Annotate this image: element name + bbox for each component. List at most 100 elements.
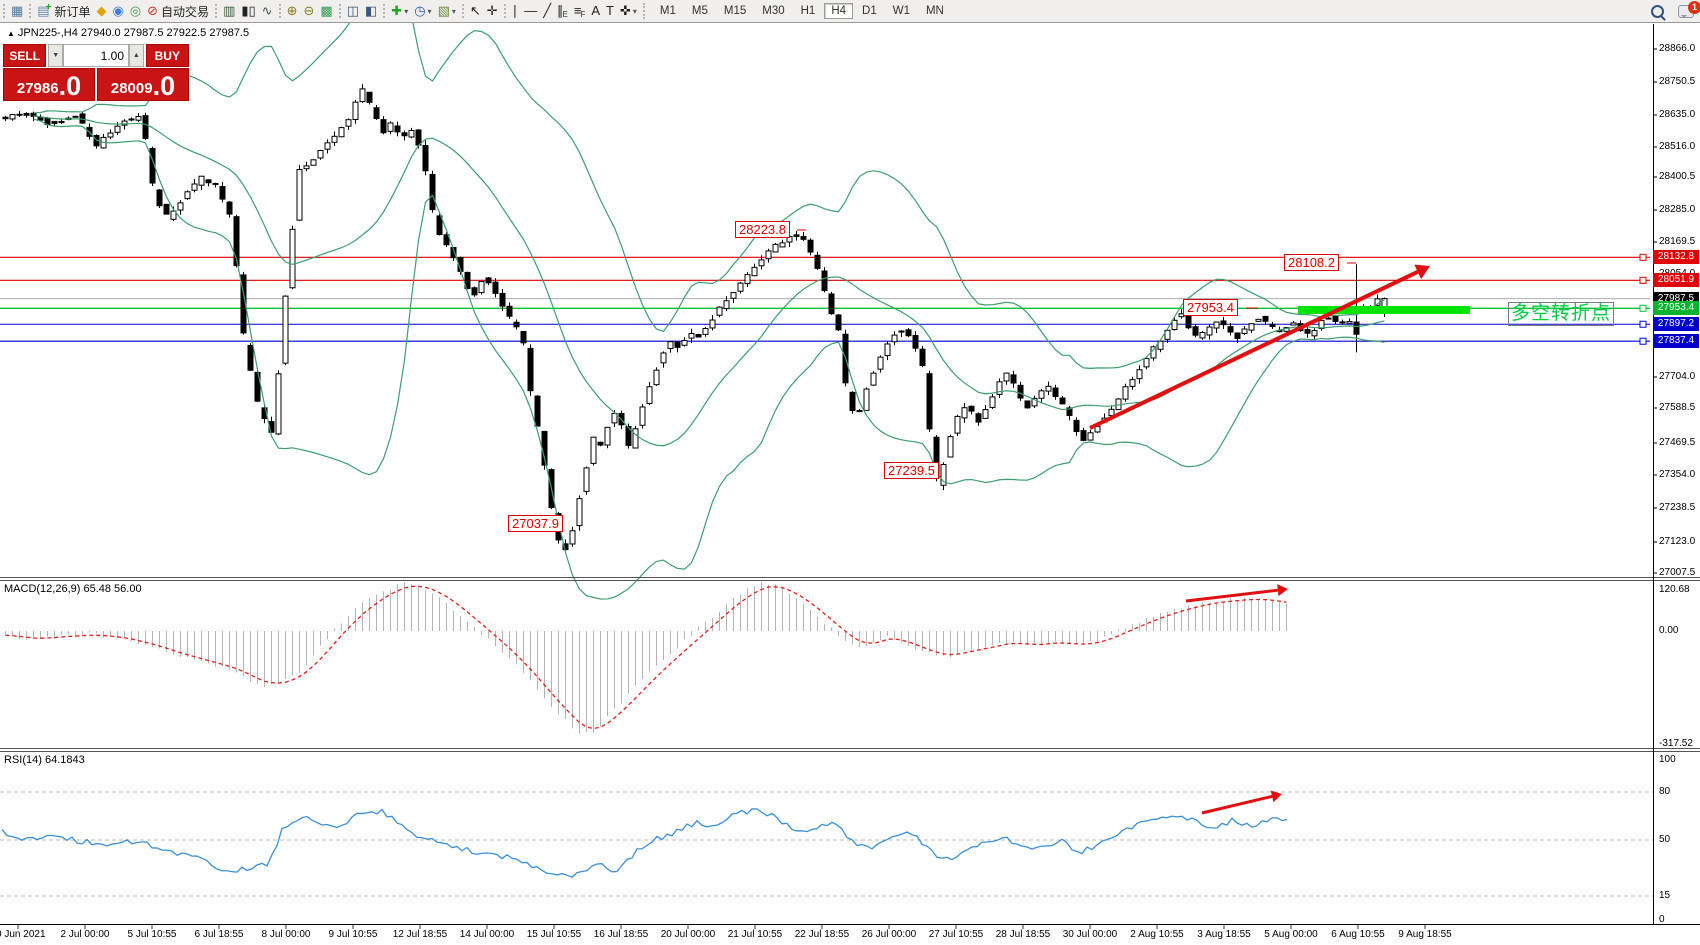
text-label-icon[interactable]: T bbox=[603, 1, 617, 21]
fibonacci-icon[interactable]: ≡ F bbox=[571, 1, 588, 21]
vertical-line-icon[interactable]: ∣ bbox=[509, 1, 522, 21]
price-annotation-label[interactable]: 27239.5 bbox=[884, 462, 939, 479]
periods-icon[interactable]: ◷ ▾ bbox=[411, 1, 434, 21]
zoom-in-icon[interactable]: ⊕ bbox=[284, 1, 301, 21]
price-annotation-label[interactable]: 27953.4 bbox=[1183, 299, 1238, 316]
vertical-line-icon: ∣ bbox=[511, 3, 519, 18]
templates-icon[interactable]: ▧ ▾ bbox=[435, 1, 459, 21]
tile-windows-icon: ▩ bbox=[320, 3, 333, 18]
market-watch-icon[interactable]: ◆ bbox=[93, 1, 109, 21]
new-chart-icon[interactable]: ▦ bbox=[8, 1, 26, 21]
price-annotation-label[interactable]: 28108.2 bbox=[1284, 254, 1339, 271]
fibonacci-icon: ≡ bbox=[573, 3, 582, 18]
horizontal-line-icon: — bbox=[524, 3, 538, 18]
buy-button[interactable]: BUY bbox=[145, 44, 189, 67]
buy-price: 28009 bbox=[110, 80, 153, 97]
macd-indicator-label: MACD(12,26,9) 65.48 56.00 bbox=[4, 583, 142, 595]
timeframe-toolbar: M1 M5 M15 M30 H1 H4 D1 W1 MN bbox=[640, 3, 952, 19]
candlestick-icon[interactable]: ▮▯ bbox=[238, 1, 258, 21]
arrows-icon: ✜ bbox=[619, 3, 631, 18]
trendline-icon[interactable]: ╱ bbox=[540, 1, 554, 21]
symbol-marker-icon: ▲ bbox=[7, 29, 15, 38]
rsi-panel bbox=[0, 791, 1653, 897]
text-icon: A bbox=[591, 3, 601, 18]
tile-windows-icon[interactable]: ▩ bbox=[317, 1, 335, 21]
timeframe-m30[interactable]: M30 bbox=[762, 5, 785, 17]
auto-trading-button: ⊘ bbox=[147, 3, 159, 18]
arrows-icon[interactable]: ✜ ▾ bbox=[617, 1, 640, 21]
chart-shift-icon: ◧ bbox=[364, 3, 378, 18]
line-chart-icon[interactable]: ∿ bbox=[259, 1, 276, 21]
chevron-down-icon: ▾ bbox=[427, 6, 432, 16]
text-label-icon: T bbox=[606, 3, 614, 18]
sell-price-button[interactable]: 27986.0 bbox=[3, 68, 95, 101]
cursor-icon[interactable]: ↖ bbox=[467, 1, 484, 21]
sell-price: 27986 bbox=[16, 80, 59, 97]
toolbar-grip bbox=[3, 4, 5, 18]
fibonacci-icon-letter: F bbox=[580, 9, 586, 19]
macd-signal-line bbox=[5, 585, 1287, 730]
auto-trading-button-label: 自动交易 bbox=[161, 4, 210, 19]
zoom-out-icon[interactable]: ⊖ bbox=[300, 1, 317, 21]
auto-trading-button[interactable]: ⊘ 自动交易 bbox=[144, 1, 212, 21]
chevron-down-icon: ▾ bbox=[451, 6, 456, 16]
chevron-down-icon: ▾ bbox=[404, 6, 409, 16]
analyst-drawings[interactable] bbox=[797, 229, 1470, 815]
sell-button[interactable]: SELL bbox=[3, 44, 47, 67]
timeframe-d1[interactable]: D1 bbox=[862, 5, 877, 17]
toolbar-grip bbox=[215, 4, 218, 18]
turning-point-annotation[interactable]: 多空转折点 bbox=[1508, 302, 1615, 326]
toolbar-buttons: ▦ ▤ + 新订单 ◆ ◉ ◎ ⊘ 自动交易 ▥ ▮▯ ∿ ⊕ ⊖ ▩ ◫ ◧ ✚ ▾ ◷ ▾ ▧ ▾ ↖ ✛ ∣ — ╱ ∥ E ≡ F A T… bbox=[0, 1, 640, 21]
indicators-icon[interactable]: ✚ ▾ bbox=[388, 1, 411, 21]
timeframe-h1[interactable]: H1 bbox=[800, 5, 816, 17]
green-highlight-bar bbox=[1298, 306, 1470, 314]
equidistant-channel-icon-letter: E bbox=[562, 9, 568, 19]
green-plus-icon: + bbox=[45, 1, 52, 13]
toolbar-grip bbox=[503, 4, 506, 18]
toolbar-grip bbox=[278, 4, 281, 18]
lot-increase-button[interactable]: ▲ bbox=[129, 44, 144, 67]
timeframe-m1[interactable]: M1 bbox=[659, 5, 676, 17]
price-annotation-label[interactable]: 28223.8 bbox=[735, 221, 790, 238]
crosshair-icon[interactable]: ✛ bbox=[484, 1, 501, 21]
timeframe-mn[interactable]: MN bbox=[925, 5, 944, 17]
data-window-icon: ◉ bbox=[112, 3, 124, 18]
chart-shift-icon[interactable]: ◧ bbox=[362, 1, 380, 21]
rsi-line bbox=[1, 808, 1288, 878]
one-click-trading-widget: SELL ▼ ▲ BUY 27986.0 28009.0 bbox=[3, 44, 189, 101]
signals-icon: ◎ bbox=[129, 3, 142, 18]
new-order-button[interactable]: ▤ + 新订单 bbox=[34, 1, 93, 21]
bar-chart-icon[interactable]: ▥ bbox=[220, 1, 238, 21]
notifications-icon[interactable]: 1 bbox=[1678, 0, 1700, 18]
timeframe-m15[interactable]: M15 bbox=[723, 5, 747, 17]
market-watch-icon: ◆ bbox=[96, 3, 107, 18]
toolbar-grip bbox=[29, 4, 32, 18]
equidistant-channel-icon[interactable]: ∥ E bbox=[554, 1, 571, 21]
signals-icon[interactable]: ◎ bbox=[127, 1, 144, 21]
auto-arrange-icon[interactable]: ◫ bbox=[344, 1, 362, 21]
search-icon[interactable] bbox=[1651, 4, 1664, 18]
bollinger-bands bbox=[33, 0, 1385, 600]
data-window-icon[interactable]: ◉ bbox=[109, 1, 126, 21]
equidistant-channel-icon: ∥ bbox=[557, 3, 564, 18]
trend-arrow bbox=[1201, 794, 1273, 815]
timeframe-h4[interactable]: H4 bbox=[824, 3, 854, 19]
zoom-out-icon: ⊖ bbox=[303, 3, 315, 18]
lot-decrease-button[interactable]: ▼ bbox=[48, 44, 63, 67]
buy-price-button[interactable]: 28009.0 bbox=[97, 68, 189, 101]
buy-price-decimal: .0 bbox=[152, 71, 176, 101]
notification-badge: 1 bbox=[1688, 0, 1700, 14]
toolbar-grip bbox=[461, 4, 464, 18]
timeframe-m5[interactable]: M5 bbox=[691, 5, 708, 17]
lot-size-input[interactable] bbox=[63, 44, 129, 67]
trend-arrow bbox=[1089, 270, 1419, 430]
new-order-button: ▤ bbox=[37, 3, 50, 18]
chart-header: ▲ JPN225-,H4 27940.0 27987.5 27922.5 2798… bbox=[7, 27, 249, 39]
text-icon[interactable]: A bbox=[588, 1, 603, 21]
cursor-icon: ↖ bbox=[469, 3, 481, 18]
horizontal-line-icon[interactable]: — bbox=[521, 1, 540, 21]
new-chart-icon: ▦ bbox=[11, 3, 24, 18]
timeframe-w1[interactable]: W1 bbox=[892, 5, 910, 17]
price-annotation-label[interactable]: 27037.9 bbox=[508, 515, 563, 532]
